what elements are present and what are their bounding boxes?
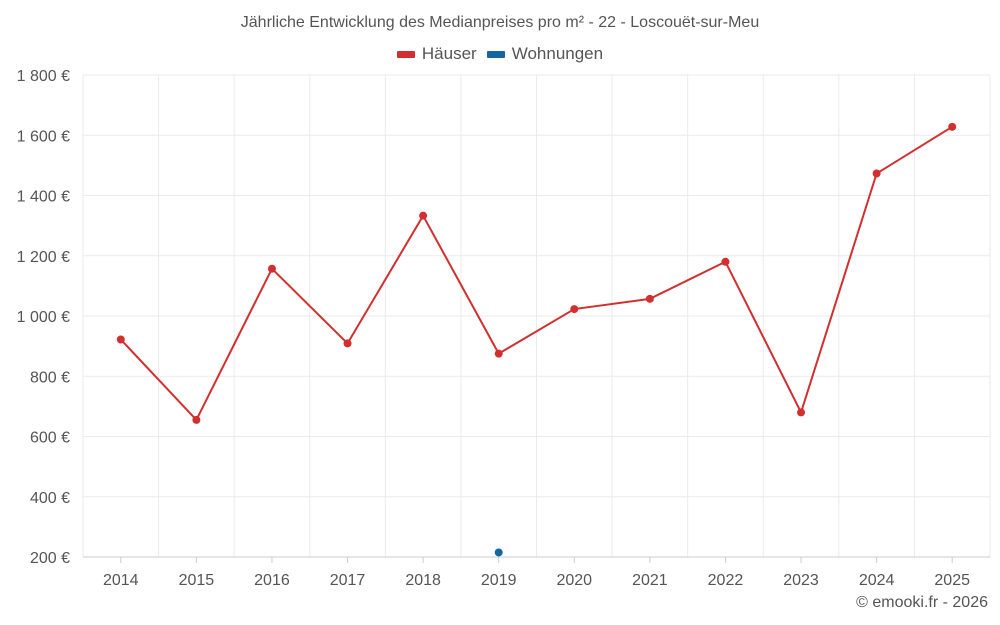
data-point-haeuser[interactable] (872, 169, 881, 178)
y-tick-label: 1 400 € (17, 189, 70, 206)
credit-text: © emooki.fr - 2026 (856, 594, 988, 611)
x-tick-label: 2024 (859, 572, 895, 589)
x-tick-label: 2015 (179, 572, 215, 589)
x-tick-label: 2025 (934, 572, 970, 589)
x-tick-label: 2019 (481, 572, 517, 589)
legend-item-haeuser[interactable]: Häuser (396, 44, 477, 64)
x-tick-label: 2020 (556, 572, 592, 589)
data-point-wohnungen[interactable] (494, 548, 503, 557)
chart-title: Jährliche Entwicklung des Medianpreises … (240, 14, 760, 31)
legend-swatch-wohnungen (486, 50, 505, 58)
data-point-haeuser[interactable] (494, 349, 503, 358)
y-tick-label: 1 800 € (17, 68, 70, 85)
x-tick-label: 2023 (783, 572, 819, 589)
data-point-haeuser[interactable] (267, 264, 276, 273)
chart-legend: Häuser Wohnungen (0, 44, 1000, 64)
data-point-haeuser[interactable] (419, 211, 428, 220)
x-tick-label: 2017 (330, 572, 366, 589)
y-tick-label: 600 € (30, 430, 70, 447)
data-point-haeuser[interactable] (721, 257, 730, 266)
y-tick-label: 1 600 € (17, 128, 70, 145)
data-point-haeuser[interactable] (948, 122, 957, 131)
series-line-haeuser (120, 125, 953, 421)
y-tick-label: 1 000 € (17, 309, 70, 326)
y-tick-label: 400 € (30, 490, 70, 507)
data-point-haeuser[interactable] (797, 408, 806, 417)
x-tick-label: 2018 (405, 572, 441, 589)
x-tick-label: 2014 (103, 572, 139, 589)
data-point-haeuser[interactable] (570, 305, 579, 314)
data-point-haeuser[interactable] (343, 339, 352, 348)
legend-item-wohnungen[interactable]: Wohnungen (486, 44, 604, 64)
y-tick-label: 800 € (30, 369, 70, 386)
data-point-haeuser[interactable] (116, 335, 125, 344)
x-tick-label: 2022 (708, 572, 744, 589)
legend-swatch-haeuser (396, 50, 415, 58)
data-point-haeuser[interactable] (192, 415, 201, 424)
y-tick-label: 200 € (30, 550, 70, 567)
legend-label-wohnungen: Wohnungen (511, 44, 604, 63)
data-point-haeuser[interactable] (645, 294, 654, 303)
legend-label-haeuser: Häuser (421, 44, 477, 63)
x-tick-label: 2016 (254, 572, 290, 589)
x-tick-label: 2021 (632, 572, 668, 589)
y-tick-label: 1 200 € (17, 249, 70, 266)
